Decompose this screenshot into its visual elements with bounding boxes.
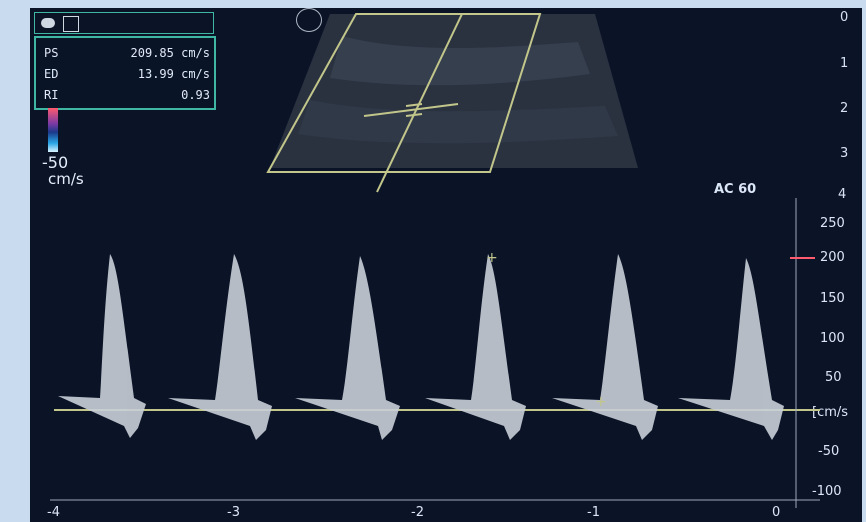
ri-value: 0.93 [181,88,210,102]
ge-logo-icon [296,8,322,32]
time-label: -4 [47,505,60,520]
color-scale-unit: cm/s [48,170,84,188]
velocity-label: 150 [820,291,845,306]
depth-label: 0 [840,10,849,25]
time-label: -3 [227,505,240,520]
bmode-texture [298,100,618,144]
probe-icon [63,16,79,32]
waveform-cycle [168,254,272,440]
velocity-label: 100 [820,331,845,346]
ps-value: 209.85 cm/s [130,46,210,60]
doppler-cursor-line [376,13,463,193]
time-label: -2 [411,505,424,520]
velocity-label: -100 [812,484,842,499]
ps-label: PS [44,46,59,60]
ri-label: RI [44,88,59,102]
velocity-label: 200 [820,250,845,265]
waveform-cycle [552,254,658,440]
sample-volume-top [363,103,459,117]
ultrasound-graphics: + + [50,13,820,508]
time-label: -1 [587,505,600,520]
waveform-cycle [678,258,784,440]
ed-value: 13.99 cm/s [137,67,210,81]
ed-marker: + [595,394,607,410]
measurement-ps: PS 209.85 cm/s [42,44,210,64]
peak-marker: + [486,250,498,266]
waveform-cycle [295,256,400,440]
velocity-label: 50 [825,370,842,385]
time-label: 0 [772,505,781,520]
ultrasound-screen: PS 209.85 cm/s ED 13.99 cm/s RI 0.93 -50… [30,8,862,522]
waveform-cycle [425,254,526,440]
velocity-label: -50 [818,444,840,459]
measurement-ri: RI 0.93 [42,86,210,106]
ac-label: AC 60 [714,182,757,197]
bmode-texture [330,36,590,86]
color-scale-value: -50 [42,153,69,172]
velocity-label: 250 [820,216,845,231]
depth-label: 1 [840,56,849,71]
bmode-sector [270,14,638,168]
velocity-label: [cm/s [812,405,849,420]
sample-volume-bottom [405,103,423,107]
pill-icon [41,18,55,28]
doppler-gate-box [266,13,542,173]
top-icon-bar [34,12,214,34]
depth-label: 3 [840,146,849,161]
measurement-ed: ED 13.99 cm/s [42,65,210,85]
waveform-cycle [58,254,146,438]
ed-label: ED [44,67,59,81]
doppler-spectrum [58,254,784,440]
depth-label: 4 [838,187,847,202]
sample-volume-bottom-2 [405,113,423,117]
depth-label: 2 [840,101,849,116]
measurement-box: PS 209.85 cm/s ED 13.99 cm/s RI 0.93 [34,36,216,110]
color-scale-bar [48,108,58,152]
velocity-ruler [790,198,815,508]
